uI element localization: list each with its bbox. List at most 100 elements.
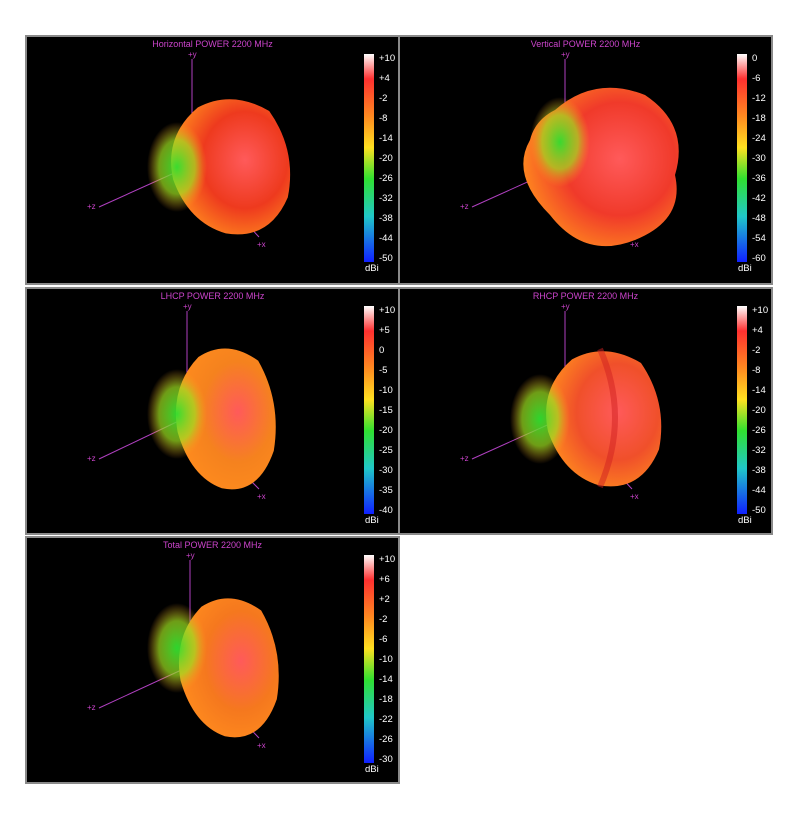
colorbar-tick-label: +10: [379, 53, 396, 64]
colorbar: [364, 555, 374, 763]
colorbar-tick-label: -40: [379, 505, 393, 516]
pattern-panel-horizontal: +y +z +x Horizontal POWER 2200 MHz +10 +4 -2 -8…: [25, 35, 400, 285]
panel-title: Horizontal POWER 2200 MHz: [152, 39, 273, 49]
panel-title: Vertical POWER 2200 MHz: [530, 39, 641, 49]
colorbar-tick-label: -2: [379, 614, 388, 625]
low-gain-region: [530, 97, 590, 187]
axis-label: +y: [186, 551, 195, 560]
colorbar-tick-label: +4: [379, 73, 390, 84]
axis-label: +z: [460, 202, 469, 211]
surface-ridge: [597, 347, 618, 489]
axis-label: +z: [87, 454, 96, 463]
colorbar-tick-label: -48: [752, 213, 766, 224]
colorbar: [364, 54, 374, 262]
colorbar-tick-label: -60: [752, 253, 766, 264]
colorbar-tick-label: +4: [752, 325, 763, 336]
colorbar-tick-label: -14: [379, 133, 393, 144]
axis-label: +z: [460, 454, 469, 463]
panel-title: RHCP POWER 2200 MHz: [532, 291, 639, 301]
colorbar-tick-label: -50: [752, 505, 766, 516]
axis-label: +x: [630, 240, 639, 249]
colorbar-tick-label: -30: [379, 754, 393, 765]
colorbar-tick-label: -8: [752, 365, 761, 376]
colorbar-tick-label: -2: [379, 93, 388, 104]
colorbar-tick-label: -10: [379, 385, 393, 396]
colorbar-tick-label: +10: [752, 305, 769, 316]
axis-label: +y: [561, 50, 570, 59]
axis-label: +y: [183, 302, 192, 311]
low-gain-region: [147, 122, 207, 212]
panel-title: LHCP POWER 2200 MHz: [160, 291, 265, 301]
colorbar-tick-label: -20: [379, 153, 393, 164]
axis-label: +x: [257, 492, 266, 501]
colorbar-tick-label: -6: [752, 73, 761, 84]
colorbar-tick-label: -30: [379, 465, 393, 476]
colorbar-tick-label: -54: [752, 233, 766, 244]
pattern-plot: +y +z +x: [460, 50, 679, 249]
colorbar-tick-label: -32: [752, 445, 766, 456]
pattern-plot: +y +z +x: [87, 551, 279, 750]
pattern-plot: +y +z +x: [460, 302, 662, 501]
colorbar-tick-label: -26: [379, 173, 393, 184]
colorbar-tick-label: -2: [752, 345, 761, 356]
colorbar-unit: dBi: [365, 515, 379, 526]
low-gain-region: [147, 603, 207, 693]
colorbar-tick-label: -38: [752, 465, 766, 476]
colorbar-tick-label: +10: [379, 554, 396, 565]
axis-label: +x: [257, 741, 266, 750]
pattern-panel-rhcp: +y +z +x RHCP POWER 2200 MHz +10 +4 -2 -8 -14 -20…: [398, 287, 773, 535]
pattern-panel-lhcp: +y +z +x LHCP POWER 2200 MHz +10 +5 0 -5 -10 -15 -…: [25, 287, 400, 535]
colorbar-tick-label: -44: [379, 233, 393, 244]
colorbar: [364, 306, 374, 514]
colorbar: [737, 54, 747, 262]
colorbar-tick-label: -14: [752, 385, 766, 396]
low-gain-region: [147, 369, 207, 459]
colorbar-tick-label: -35: [379, 485, 393, 496]
colorbar-tick-label: -42: [752, 193, 766, 204]
pattern-panel-total: +y +z +x Total POWER 2200 MHz +10 +6 +2 -2 -6 -10…: [25, 536, 400, 784]
colorbar: [737, 306, 747, 514]
colorbar-tick-label: -14: [379, 674, 393, 685]
colorbar-tick-label: -26: [379, 734, 393, 745]
axis-label: +x: [630, 492, 639, 501]
colorbar-tick-label: -44: [752, 485, 766, 496]
colorbar-tick-label: +2: [379, 594, 390, 605]
colorbar-tick-label: -6: [379, 634, 388, 645]
colorbar-tick-label: -24: [752, 133, 766, 144]
colorbar-tick-label: -5: [379, 365, 388, 376]
colorbar-tick-label: -22: [379, 714, 393, 725]
pattern-panel-vertical: +y +z +x Vertical POWER 2200 MHz 0 -6 -12 -18 -2…: [398, 35, 773, 285]
pattern-plot: +y +z +x: [87, 50, 291, 249]
panel-title: Total POWER 2200 MHz: [162, 540, 263, 550]
colorbar-unit: dBi: [365, 764, 379, 775]
axis-label: +z: [87, 703, 96, 712]
colorbar-unit: dBi: [738, 263, 752, 274]
colorbar-tick-label: 0: [379, 345, 385, 356]
colorbar-tick-label: -8: [379, 113, 388, 124]
colorbar-unit: dBi: [738, 515, 752, 526]
radiation-pattern-surface: [171, 99, 291, 235]
colorbar-tick-label: -38: [379, 213, 393, 224]
colorbar-unit: dBi: [365, 263, 379, 274]
axis-label: +y: [188, 50, 197, 59]
colorbar-tick-label: +10: [379, 305, 396, 316]
axis-label: +y: [561, 302, 570, 311]
low-gain-region: [510, 374, 570, 464]
axis-label: +x: [257, 240, 266, 249]
colorbar-tick-label: -26: [752, 425, 766, 436]
colorbar-tick-label: +6: [379, 574, 390, 585]
radiation-pattern-surface: [546, 351, 662, 487]
colorbar-tick-label: -30: [752, 153, 766, 164]
colorbar-tick-label: -12: [752, 93, 766, 104]
colorbar-tick-label: -18: [379, 694, 393, 705]
colorbar-tick-label: -32: [379, 193, 393, 204]
colorbar-tick-label: -25: [379, 445, 393, 456]
colorbar-tick-label: +5: [379, 325, 390, 336]
colorbar-tick-label: -10: [379, 654, 393, 665]
colorbar-tick-label: -50: [379, 253, 393, 264]
colorbar-tick-label: -36: [752, 173, 766, 184]
pattern-plot: +y +z +x: [87, 302, 276, 501]
radiation-pattern-surface: [175, 348, 276, 490]
colorbar-tick-label: -15: [379, 405, 393, 416]
axis-label: +z: [87, 202, 96, 211]
